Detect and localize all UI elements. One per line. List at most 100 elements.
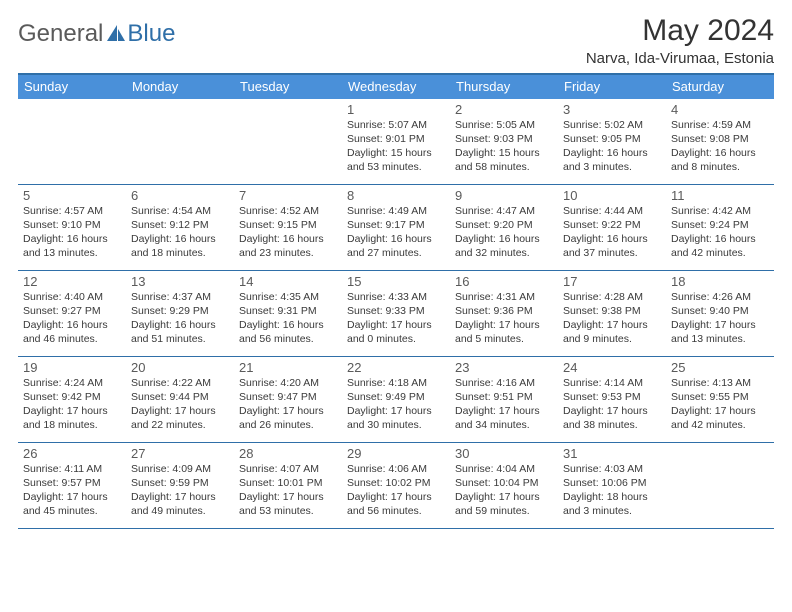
day-number: 20: [131, 360, 229, 375]
day-number: 22: [347, 360, 445, 375]
day-number: 2: [455, 102, 553, 117]
day-number: 18: [671, 274, 769, 289]
day-cell: 11Sunrise: 4:42 AMSunset: 9:24 PMDayligh…: [666, 185, 774, 270]
day-info: Sunrise: 4:11 AMSunset: 9:57 PMDaylight:…: [23, 463, 121, 518]
day-number: 14: [239, 274, 337, 289]
day-cell: 28 Sunrise: 4:07 AMSunset: 10:01 PMDaylig…: [234, 443, 342, 528]
day-number: 4: [671, 102, 769, 117]
day-number: 30: [455, 446, 553, 461]
day-number: 27: [131, 446, 229, 461]
day-cell: 3 Sunrise: 5:02 AMSunset: 9:05 PMDaylight…: [558, 99, 666, 184]
day-header-sunday: Sunday: [18, 75, 126, 99]
day-number: 7: [239, 188, 337, 203]
day-info: Sunrise: 4:40 AMSunset: 9:27 PMDaylight:…: [23, 291, 121, 346]
day-cell: 17Sunrise: 4:28 AMSunset: 9:38 PMDayligh…: [558, 271, 666, 356]
day-cell: 9 Sunrise: 4:47 AMSunset: 9:20 PMDaylight…: [450, 185, 558, 270]
day-cell: 29 Sunrise: 4:06 AMSunset: 10:02 PMDaylig…: [342, 443, 450, 528]
day-info: Sunrise: 4:04 AMSunset: 10:04 PMDaylight…: [455, 463, 553, 518]
day-number: 6: [131, 188, 229, 203]
day-info: Sunrise: 5:07 AMSunset: 9:01 PMDaylight:…: [347, 119, 445, 174]
week-row: 19 Sunrise: 4:24 AMSunset: 9:42 PMDayligh…: [18, 357, 774, 443]
day-info: Sunrise: 4:07 AMSunset: 10:01 PMDaylight…: [239, 463, 337, 518]
day-cell: 10 Sunrise: 4:44 AMSunset: 9:22 PMDayligh…: [558, 185, 666, 270]
day-info: Sunrise: 5:05 AMSunset: 9:03 PMDaylight:…: [455, 119, 553, 174]
day-cell: 6 Sunrise: 4:54 AMSunset: 9:12 PMDaylight…: [126, 185, 234, 270]
day-info: Sunrise: 4:49 AMSunset: 9:17 PMDaylight:…: [347, 205, 445, 260]
day-headers-row: Sunday Monday Tuesday Wednesday Thursday…: [18, 75, 774, 99]
day-cell: 5 Sunrise: 4:57 AMSunset: 9:10 PMDaylight…: [18, 185, 126, 270]
day-header-tuesday: Tuesday: [234, 75, 342, 99]
day-number: 21: [239, 360, 337, 375]
day-number: 10: [563, 188, 661, 203]
day-cell: 4Sunrise: 4:59 AMSunset: 9:08 PMDaylight…: [666, 99, 774, 184]
calendar: Sunday Monday Tuesday Wednesday Thursday…: [18, 73, 774, 529]
month-title: May 2024: [586, 14, 774, 48]
day-info: Sunrise: 4:31 AMSunset: 9:36 PMDaylight:…: [455, 291, 553, 346]
logo: General Blue: [18, 14, 175, 48]
empty-cell: [126, 99, 234, 184]
day-info: Sunrise: 4:03 AMSunset: 10:06 PMDaylight…: [563, 463, 661, 518]
day-info: Sunrise: 4:57 AMSunset: 9:10 PMDaylight:…: [23, 205, 121, 260]
week-row: 1 Sunrise: 5:07 AMSunset: 9:01 PMDaylight…: [18, 99, 774, 185]
day-info: Sunrise: 4:44 AMSunset: 9:22 PMDaylight:…: [563, 205, 661, 260]
day-number: 26: [23, 446, 121, 461]
day-number: 9: [455, 188, 553, 203]
day-number: 1: [347, 102, 445, 117]
day-number: 8: [347, 188, 445, 203]
day-number: 19: [23, 360, 121, 375]
day-info: Sunrise: 4:52 AMSunset: 9:15 PMDaylight:…: [239, 205, 337, 260]
day-cell: 1 Sunrise: 5:07 AMSunset: 9:01 PMDaylight…: [342, 99, 450, 184]
day-cell: 24 Sunrise: 4:14 AMSunset: 9:53 PMDayligh…: [558, 357, 666, 442]
day-number: 28: [239, 446, 337, 461]
day-info: Sunrise: 4:37 AMSunset: 9:29 PMDaylight:…: [131, 291, 229, 346]
day-info: Sunrise: 4:24 AMSunset: 9:42 PMDaylight:…: [23, 377, 121, 432]
day-cell: 16 Sunrise: 4:31 AMSunset: 9:36 PMDayligh…: [450, 271, 558, 356]
day-number: 31: [563, 446, 661, 461]
day-number: 16: [455, 274, 553, 289]
day-number: 24: [563, 360, 661, 375]
calendar-page: General Blue May 2024 Narva, Ida-Virumaa…: [0, 0, 792, 539]
day-cell: 19 Sunrise: 4:24 AMSunset: 9:42 PMDayligh…: [18, 357, 126, 442]
day-cell: 18 Sunrise: 4:26 AMSunset: 9:40 PMDayligh…: [666, 271, 774, 356]
day-number: 5: [23, 188, 121, 203]
day-number: 13: [131, 274, 229, 289]
header: General Blue May 2024 Narva, Ida-Virumaa…: [18, 14, 774, 67]
day-info: Sunrise: 4:35 AMSunset: 9:31 PMDaylight:…: [239, 291, 337, 346]
location: Narva, Ida-Virumaa, Estonia: [586, 50, 774, 67]
day-info: Sunrise: 4:42 AMSunset: 9:24 PMDaylight:…: [671, 205, 769, 260]
day-header-thursday: Thursday: [450, 75, 558, 99]
day-info: Sunrise: 4:54 AMSunset: 9:12 PMDaylight:…: [131, 205, 229, 260]
day-cell: 23 Sunrise: 4:16 AMSunset: 9:51 PMDayligh…: [450, 357, 558, 442]
day-info: Sunrise: 4:26 AMSunset: 9:40 PMDaylight:…: [671, 291, 769, 346]
day-info: Sunrise: 4:33 AMSunset: 9:33 PMDaylight:…: [347, 291, 445, 346]
day-info: Sunrise: 4:06 AMSunset: 10:02 PMDaylight…: [347, 463, 445, 518]
day-info: Sunrise: 4:13 AMSunset: 9:55 PMDaylight:…: [671, 377, 769, 432]
day-info: Sunrise: 4:18 AMSunset: 9:49 PMDaylight:…: [347, 377, 445, 432]
day-number: 15: [347, 274, 445, 289]
day-info: Sunrise: 4:09 AMSunset: 9:59 PMDaylight:…: [131, 463, 229, 518]
day-info: Sunrise: 4:14 AMSunset: 9:53 PMDaylight:…: [563, 377, 661, 432]
day-cell: 31 Sunrise: 4:03 AMSunset: 10:06 PMDaylig…: [558, 443, 666, 528]
day-number: 12: [23, 274, 121, 289]
day-number: 25: [671, 360, 769, 375]
day-cell: 8 Sunrise: 4:49 AMSunset: 9:17 PMDaylight…: [342, 185, 450, 270]
title-block: May 2024 Narva, Ida-Virumaa, Estonia: [586, 14, 774, 67]
day-header-wednesday: Wednesday: [342, 75, 450, 99]
day-number: 17: [563, 274, 661, 289]
day-number: 3: [563, 102, 661, 117]
day-header-saturday: Saturday: [666, 75, 774, 99]
logo-text-blue: Blue: [127, 20, 175, 48]
week-row: 26 Sunrise: 4:11 AMSunset: 9:57 PMDayligh…: [18, 443, 774, 529]
week-row: 12 Sunrise: 4:40 AMSunset: 9:27 PMDayligh…: [18, 271, 774, 357]
day-info: Sunrise: 5:02 AMSunset: 9:05 PMDaylight:…: [563, 119, 661, 174]
day-cell: 25 Sunrise: 4:13 AMSunset: 9:55 PMDayligh…: [666, 357, 774, 442]
day-number: 29: [347, 446, 445, 461]
day-info: Sunrise: 4:16 AMSunset: 9:51 PMDaylight:…: [455, 377, 553, 432]
day-cell: 15 Sunrise: 4:33 AMSunset: 9:33 PMDayligh…: [342, 271, 450, 356]
sail-icon: [105, 23, 127, 45]
day-cell: 13 Sunrise: 4:37 AMSunset: 9:29 PMDayligh…: [126, 271, 234, 356]
day-number: 23: [455, 360, 553, 375]
day-info: Sunrise: 4:47 AMSunset: 9:20 PMDaylight:…: [455, 205, 553, 260]
day-cell: 26 Sunrise: 4:11 AMSunset: 9:57 PMDayligh…: [18, 443, 126, 528]
empty-cell: [234, 99, 342, 184]
